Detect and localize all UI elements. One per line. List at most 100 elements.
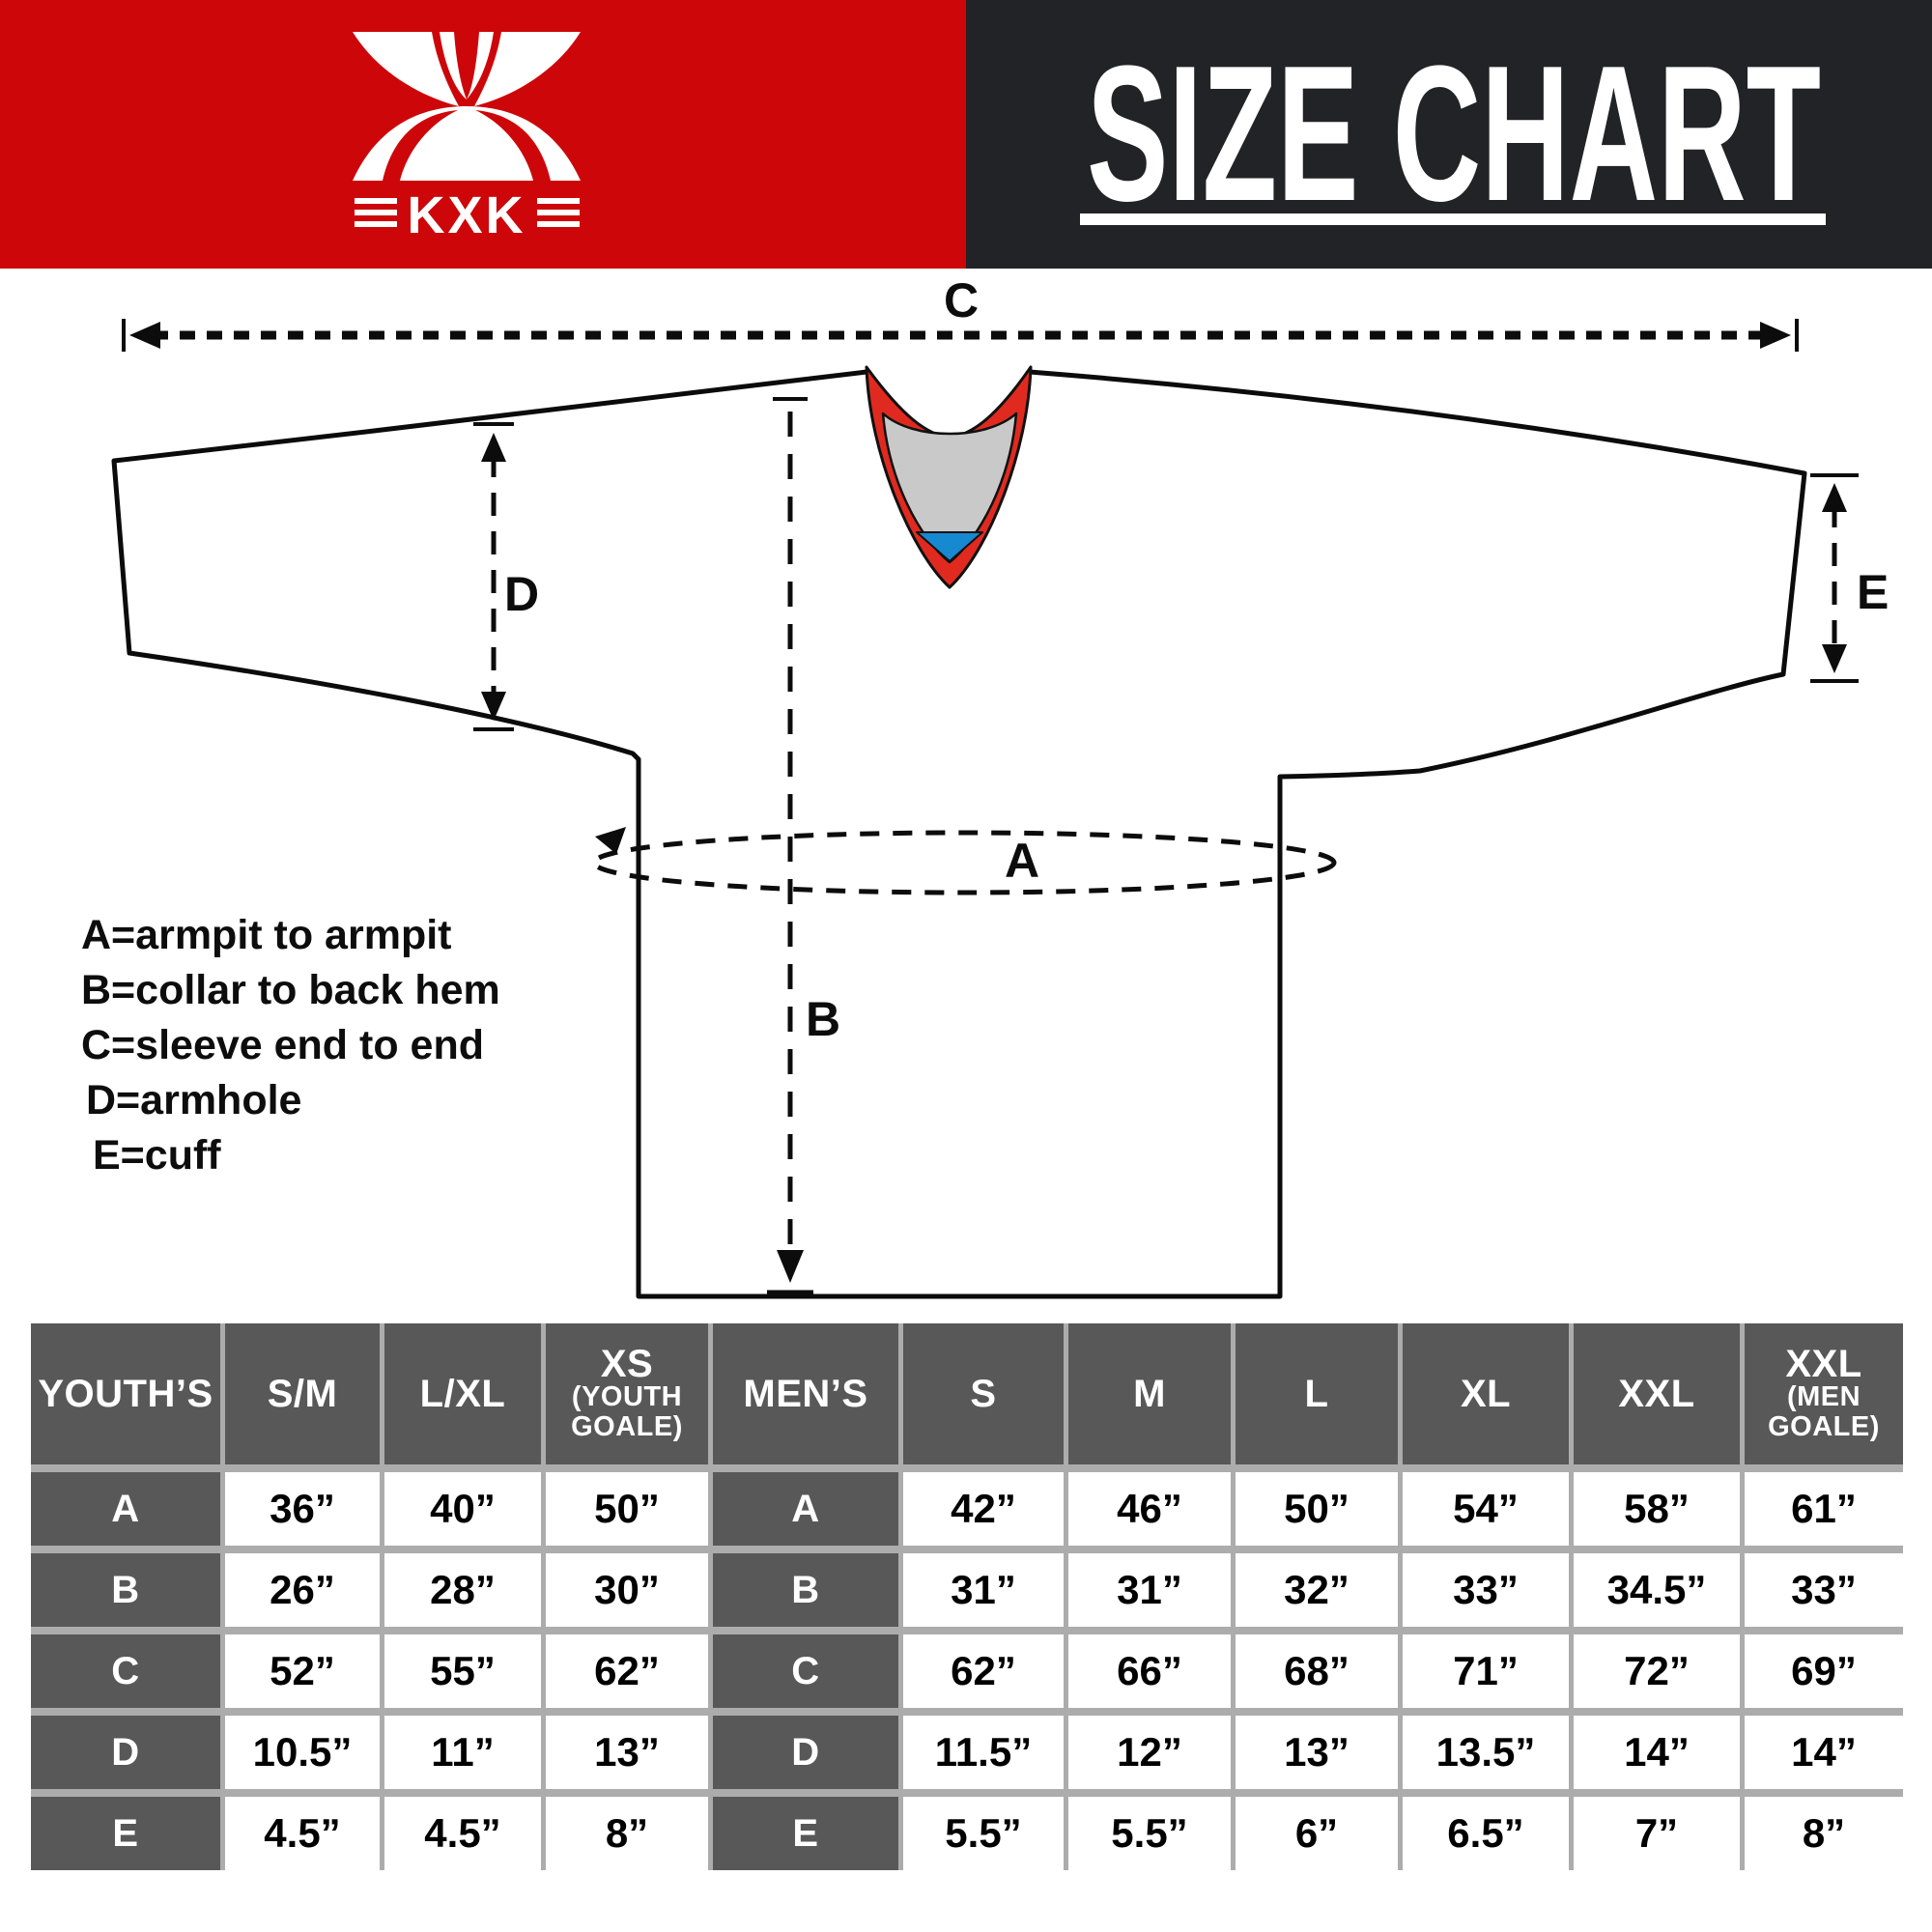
col-header-main: XS bbox=[600, 1343, 654, 1385]
col-header-sub: GOALE) bbox=[571, 1411, 683, 1442]
dim-label-b: B bbox=[806, 992, 840, 1046]
row-label: E bbox=[31, 1797, 220, 1870]
col-header-main: XXL bbox=[1785, 1343, 1862, 1385]
table-value: 13” bbox=[546, 1716, 708, 1789]
brand-panel: KXK bbox=[0, 0, 966, 269]
table-value: 62” bbox=[546, 1634, 708, 1708]
table-value: 26” bbox=[225, 1553, 380, 1627]
table-value: 33” bbox=[1745, 1553, 1903, 1627]
table-value: 6” bbox=[1236, 1797, 1398, 1870]
table-value: 42” bbox=[903, 1472, 1064, 1546]
title-underline bbox=[1080, 213, 1826, 225]
legend-line: E=cuff bbox=[93, 1132, 221, 1179]
table-value: 5.5” bbox=[903, 1797, 1064, 1870]
dim-ellipse-a bbox=[591, 830, 1337, 895]
table-value: 4.5” bbox=[384, 1797, 541, 1870]
table-value: 11.5” bbox=[903, 1716, 1064, 1789]
table-value: 50” bbox=[1236, 1472, 1398, 1546]
page-header: KXK SIZE CHART bbox=[0, 0, 1932, 269]
dim-line-c bbox=[122, 319, 1799, 352]
table-value: 46” bbox=[1068, 1472, 1231, 1546]
table-value: 50” bbox=[546, 1472, 708, 1546]
table-value: 10.5” bbox=[225, 1716, 380, 1789]
col-header-xxl: XXL bbox=[1574, 1323, 1740, 1464]
arrowhead-e-bottom bbox=[1822, 644, 1847, 673]
legend-line: D=armhole bbox=[86, 1077, 302, 1123]
row-label: C bbox=[31, 1634, 220, 1708]
row-label: E bbox=[713, 1797, 898, 1870]
title-panel: SIZE CHART bbox=[966, 0, 1932, 269]
table-value: 31” bbox=[903, 1553, 1064, 1627]
col-header-sm: S/M bbox=[225, 1323, 380, 1464]
jersey-measurement-diagram: C D B E A bbox=[111, 273, 1889, 1299]
arrowhead-c-right bbox=[1760, 322, 1791, 349]
table-value: 33” bbox=[1403, 1553, 1569, 1627]
table-value: 32” bbox=[1236, 1553, 1398, 1627]
dim-line-b bbox=[767, 397, 813, 1295]
table-value: 68” bbox=[1236, 1634, 1398, 1708]
size-table: YOUTH’S S/M L/XL XS (YOUTH GOALE) MEN’S … bbox=[31, 1323, 1903, 1870]
col-header-lxl: L/XL bbox=[384, 1323, 541, 1464]
dim-label-c: C bbox=[944, 273, 979, 327]
row-label: D bbox=[31, 1716, 220, 1789]
table-value: 71” bbox=[1403, 1634, 1569, 1708]
table-value: 7” bbox=[1574, 1797, 1740, 1870]
brand-wordmark: KXK bbox=[407, 186, 526, 244]
dim-line-e bbox=[1810, 473, 1859, 683]
arrowhead-c-left bbox=[129, 322, 160, 349]
legend-line: A=armpit to armpit bbox=[81, 912, 452, 958]
table-value: 28” bbox=[384, 1553, 541, 1627]
arrowhead-d-bottom bbox=[481, 692, 506, 721]
table-value: 14” bbox=[1574, 1716, 1740, 1789]
arrowhead-e-top bbox=[1822, 483, 1847, 512]
col-header-sub: (YOUTH bbox=[571, 1381, 683, 1412]
col-header-s: S bbox=[903, 1323, 1064, 1464]
col-header-youths: YOUTH’S bbox=[31, 1323, 220, 1464]
table-value: 8” bbox=[546, 1797, 708, 1870]
table-value: 14” bbox=[1745, 1716, 1903, 1789]
table-value: 52” bbox=[225, 1634, 380, 1708]
col-header-mens: MEN’S bbox=[713, 1323, 898, 1464]
arrowhead-a bbox=[595, 827, 626, 854]
dim-label-e: E bbox=[1857, 565, 1889, 619]
table-value: 62” bbox=[903, 1634, 1064, 1708]
dim-label-a: A bbox=[1005, 834, 1039, 888]
arrowhead-b-bottom bbox=[777, 1250, 804, 1283]
table-value: 30” bbox=[546, 1553, 708, 1627]
col-header-xxl-men-goalie: XXL (MEN GOALE) bbox=[1745, 1323, 1903, 1464]
legend-line: C=sleeve end to end bbox=[81, 1022, 485, 1068]
table-value: 4.5” bbox=[225, 1797, 380, 1870]
table-value: 66” bbox=[1068, 1634, 1231, 1708]
table-value: 31” bbox=[1068, 1553, 1231, 1627]
collar-blue-insert bbox=[916, 531, 983, 562]
col-header-m: M bbox=[1068, 1323, 1231, 1464]
table-value: 54” bbox=[1403, 1472, 1569, 1546]
legend-line: B=collar to back hem bbox=[81, 967, 500, 1013]
table-value: 5.5” bbox=[1068, 1797, 1231, 1870]
row-label: A bbox=[31, 1472, 220, 1546]
table-value: 40” bbox=[384, 1472, 541, 1546]
wordmark-bars-icon bbox=[355, 198, 580, 227]
row-label: A bbox=[713, 1472, 898, 1546]
table-value: 61” bbox=[1745, 1472, 1903, 1546]
row-label: B bbox=[31, 1553, 220, 1627]
collar-inner-panel bbox=[881, 412, 1018, 564]
row-label: B bbox=[713, 1553, 898, 1627]
table-value: 6.5” bbox=[1403, 1797, 1569, 1870]
row-label: D bbox=[713, 1716, 898, 1789]
table-value: 11” bbox=[384, 1716, 541, 1789]
dim-label-d: D bbox=[504, 567, 539, 621]
table-value: 13” bbox=[1236, 1716, 1398, 1789]
col-header-xl: XL bbox=[1403, 1323, 1569, 1464]
table-value: 34.5” bbox=[1574, 1553, 1740, 1627]
table-value: 36” bbox=[225, 1472, 380, 1546]
col-header-sub: (MEN bbox=[1786, 1381, 1861, 1412]
kxk-logo-icon: KXK bbox=[353, 32, 581, 244]
table-value: 55” bbox=[384, 1634, 541, 1708]
table-value: 8” bbox=[1745, 1797, 1903, 1870]
col-header-sub: GOALE) bbox=[1768, 1411, 1880, 1442]
col-header-xs-youth-goalie: XS (YOUTH GOALE) bbox=[546, 1323, 708, 1464]
arrowhead-d-top bbox=[481, 433, 506, 462]
table-value: 69” bbox=[1745, 1634, 1903, 1708]
col-header-l: L bbox=[1236, 1323, 1398, 1464]
